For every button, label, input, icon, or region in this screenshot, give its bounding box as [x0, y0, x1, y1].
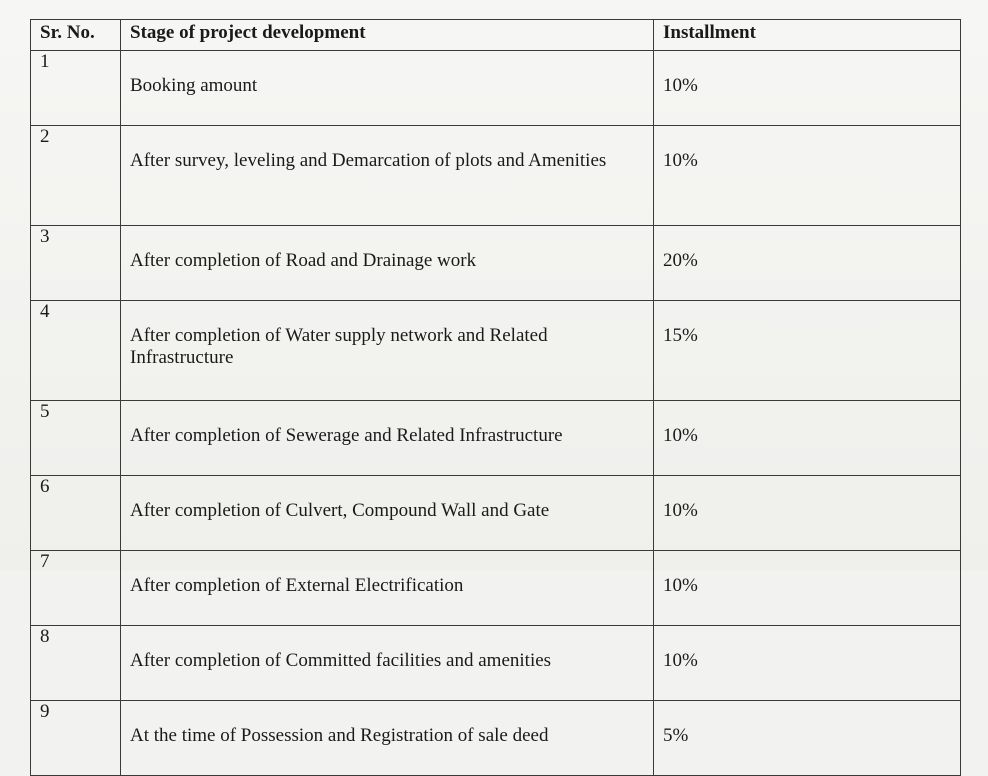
installment-cell: 10% — [653, 625, 961, 701]
table-row: 7 After completion of External Electrifi… — [30, 550, 961, 626]
sr-no-cell: 4 — [30, 300, 121, 401]
sr-no-cell: 3 — [30, 225, 121, 301]
sr-no-cell: 6 — [30, 475, 121, 551]
stage-cell: After completion of Water supply network… — [120, 300, 654, 401]
header-installment: Installment — [653, 19, 961, 51]
sr-no-cell: 9 — [30, 700, 121, 776]
table-row: 6 After completion of Culvert, Compound … — [30, 475, 961, 551]
table-row: 4 After completion of Water supply netwo… — [30, 300, 961, 401]
table-row: 9 At the time of Possession and Registra… — [30, 700, 961, 776]
table-header-row: Sr. No. Stage of project development Ins… — [30, 19, 961, 51]
sr-no-cell: 7 — [30, 550, 121, 626]
sr-no-cell: 5 — [30, 400, 121, 476]
stage-cell: After completion of Road and Drainage wo… — [120, 225, 654, 301]
stage-cell: At the time of Possession and Registrati… — [120, 700, 654, 776]
stage-cell: After completion of Culvert, Compound Wa… — [120, 475, 654, 551]
table-row: 5 After completion of Sewerage and Relat… — [30, 400, 961, 476]
table-row: 8 After completion of Committed faciliti… — [30, 625, 961, 701]
installment-cell: 10% — [653, 50, 961, 126]
stage-cell: After completion of Sewerage and Related… — [120, 400, 654, 476]
installment-cell: 5% — [653, 700, 961, 776]
table-row: 1 Booking amount 10% — [30, 50, 961, 126]
stage-cell: After completion of External Electrifica… — [120, 550, 654, 626]
sr-no-cell: 2 — [30, 125, 121, 226]
table-row: 3 After completion of Road and Drainage … — [30, 225, 961, 301]
installment-cell: 10% — [653, 125, 961, 226]
header-stage: Stage of project development — [120, 19, 654, 51]
table-row: 2 After survey, leveling and Demarcation… — [30, 125, 961, 226]
installment-cell: 15% — [653, 300, 961, 401]
payment-schedule-table: Sr. No. Stage of project development Ins… — [30, 19, 961, 776]
stage-cell: Booking amount — [120, 50, 654, 126]
installment-cell: 10% — [653, 475, 961, 551]
installment-cell: 10% — [653, 550, 961, 626]
sr-no-cell: 1 — [30, 50, 121, 126]
stage-cell: After completion of Committed facilities… — [120, 625, 654, 701]
stage-cell: After survey, leveling and Demarcation o… — [120, 125, 654, 226]
installment-cell: 10% — [653, 400, 961, 476]
installment-cell: 20% — [653, 225, 961, 301]
sr-no-cell: 8 — [30, 625, 121, 701]
header-sr-no: Sr. No. — [30, 19, 121, 51]
